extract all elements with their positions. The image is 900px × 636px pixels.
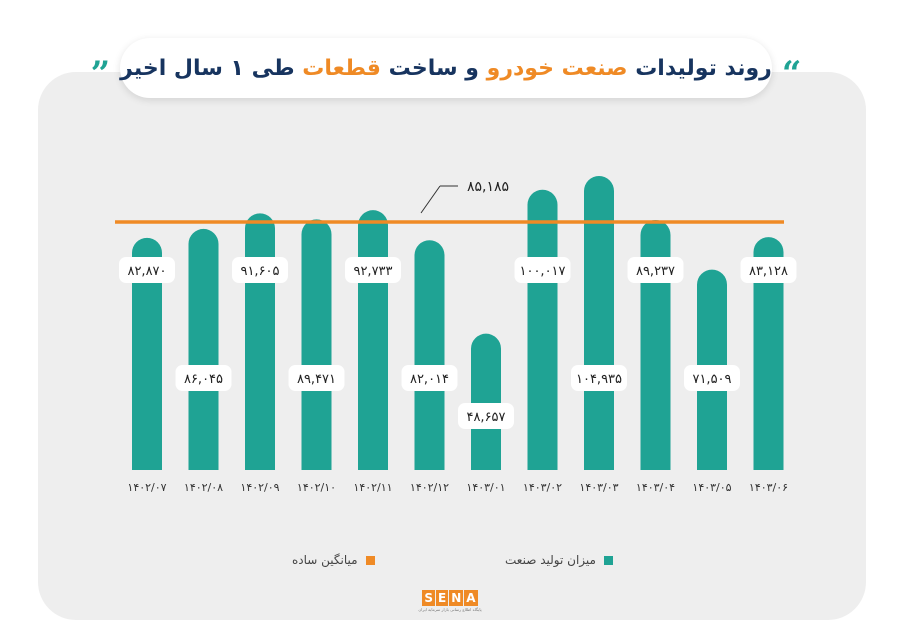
logo-letter: A: [464, 590, 478, 606]
bar: [471, 333, 501, 470]
x-tick-label: ۱۴۰۲/۱۰: [297, 481, 336, 494]
bar: [132, 237, 162, 470]
x-tick-label: ۱۴۰۲/۱۲: [410, 481, 449, 494]
value-label: ۹۲,۷۳۳: [353, 264, 392, 279]
value-label: ۱۰۰,۰۱۷: [519, 264, 565, 279]
quote-close-icon: ”: [90, 54, 111, 94]
quote-open-icon: “: [781, 54, 802, 94]
x-tick-label: ۱۴۰۳/۰۶: [749, 481, 788, 494]
value-label: ۹۱,۶۰۵: [240, 264, 279, 279]
average-callout-leader: [420, 185, 441, 214]
value-label: ۸۹,۲۳۷: [636, 264, 675, 279]
legend-series: میزان تولید صنعت: [505, 553, 613, 567]
value-label-box: [175, 365, 232, 391]
value-label: ۸۲,۸۷۰: [127, 264, 166, 279]
x-tick-label: ۱۴۰۳/۰۱: [466, 481, 505, 494]
title-part-1: روند تولیدات: [635, 55, 772, 81]
x-tick-label: ۱۴۰۲/۱۱: [353, 481, 392, 494]
value-label: ۸۳,۱۲۸: [749, 264, 788, 279]
legend-series-label: میزان تولید صنعت: [505, 553, 596, 567]
value-label-box: [740, 257, 797, 283]
value-label: ۸۶,۰۴۵: [184, 372, 223, 387]
legend-series-swatch: [603, 555, 613, 565]
title-part-3: و ساخت: [388, 55, 479, 81]
bar: [753, 237, 784, 470]
x-tick-label: ۱۴۰۲/۰۸: [184, 481, 223, 494]
value-label-box: [684, 365, 740, 391]
chart-title: روند تولیدات صنعت خودرو و ساخت قطعات طی …: [120, 56, 772, 81]
title-part-4: قطعات: [302, 55, 381, 81]
bar: [358, 210, 388, 471]
x-tick-label: ۱۴۰۳/۰۳: [579, 481, 618, 494]
value-label: ۷۱,۵۰۹: [692, 372, 731, 387]
title-banner: “ روند تولیدات صنعت خودرو و ساخت قطعات ط…: [91, 38, 801, 98]
bar: [414, 240, 445, 470]
legend-average-label: میانگین ساده: [292, 553, 358, 567]
value-label-box: [514, 257, 571, 283]
average-value-label: ۸۵,۱۸۵: [467, 179, 509, 195]
x-tick-label: ۱۴۰۲/۰۹: [240, 481, 279, 494]
value-label: ۴۸,۶۵۷: [466, 410, 505, 425]
value-label-box: [232, 257, 288, 283]
logo-letter: S: [422, 590, 436, 606]
x-tick-label: ۱۴۰۳/۰۲: [523, 481, 562, 494]
sena-logo-subtitle: پایگاه اطلاع رسانی بازار سرمایه ایران: [418, 607, 482, 612]
bar: [245, 213, 275, 470]
value-label: ۱۰۴,۹۳۵: [576, 372, 622, 387]
value-label: ۸۲,۰۱۴: [410, 372, 449, 387]
x-tick-label: ۱۴۰۳/۰۵: [692, 481, 731, 494]
value-label: ۸۹,۴۷۱: [297, 372, 336, 387]
logo-letter: N: [449, 590, 464, 606]
title-part-5: طی ۱ سال اخیر: [120, 55, 295, 81]
logo-letter: E: [436, 590, 449, 606]
value-label-box: [288, 365, 345, 391]
legend-average-swatch: [365, 555, 375, 565]
value-label-box: [571, 365, 627, 391]
value-label-box: [345, 257, 401, 283]
legend-average: میانگین ساده: [292, 553, 375, 567]
value-label-box: [627, 257, 684, 283]
chart-panel: [38, 72, 866, 620]
bar: [584, 176, 614, 470]
title-part-2: صنعت خودرو: [486, 55, 628, 81]
value-label-box: [401, 365, 458, 391]
x-tick-label: ۱۴۰۳/۰۴: [636, 481, 675, 494]
value-label-box: [119, 257, 175, 283]
bar: [301, 219, 332, 470]
bar: [188, 228, 219, 470]
value-label-box: [458, 403, 514, 429]
x-tick-label: ۱۴۰۲/۰۷: [127, 481, 166, 494]
bar: [527, 189, 558, 471]
